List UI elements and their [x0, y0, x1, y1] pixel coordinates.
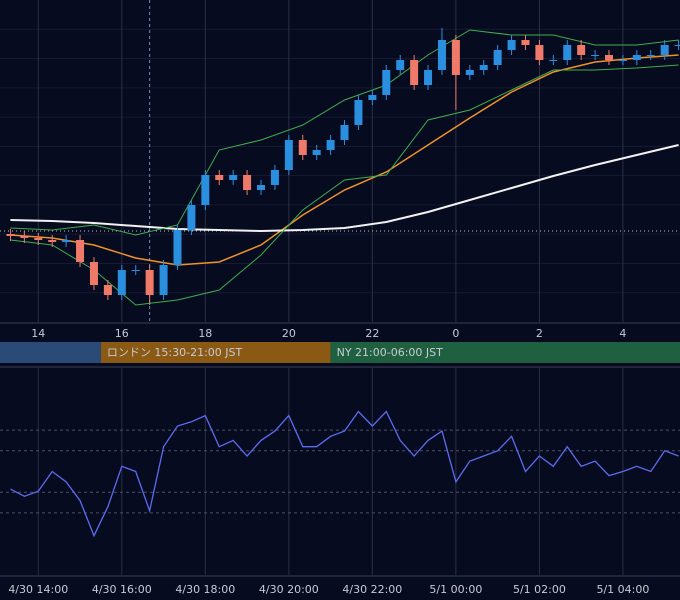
- candle-body: [173, 230, 182, 265]
- candle-body: [229, 175, 238, 180]
- candle-body: [493, 50, 502, 65]
- candle-body: [34, 238, 43, 240]
- candle-body: [507, 40, 516, 50]
- candle-body: [521, 40, 530, 45]
- candle-body: [424, 70, 433, 85]
- x-tick-label: 20: [282, 327, 296, 340]
- candle-body: [187, 205, 196, 230]
- indicator-line: [10, 29, 679, 236]
- candle-body: [354, 100, 363, 125]
- x-tick-label: 14: [31, 327, 45, 340]
- x-tick-label: 4/30 20:00: [259, 583, 319, 596]
- x-tick-label: 5/1 02:00: [513, 583, 566, 596]
- candle-body: [103, 285, 112, 295]
- indicator-line: [10, 144, 679, 233]
- candle-body: [577, 45, 586, 55]
- candle-body: [368, 95, 377, 100]
- candle-body: [618, 60, 627, 61]
- session-label: ロンドン 15:30-21:00 JST: [107, 346, 243, 359]
- indicator-line: [10, 54, 679, 266]
- session-label: NY 21:00-06:00 JST: [337, 346, 444, 359]
- x-tick-label: 4: [619, 327, 626, 340]
- candle-body: [270, 170, 279, 185]
- x-tick-label: 16: [115, 327, 129, 340]
- x-tick-label: 0: [452, 327, 459, 340]
- x-tick-label: 18: [198, 327, 212, 340]
- candle-body: [660, 45, 669, 55]
- candle-body: [257, 185, 266, 190]
- candle-body: [145, 270, 154, 295]
- candle-body: [89, 262, 98, 285]
- candle-body: [535, 45, 544, 60]
- candle-body: [479, 65, 488, 70]
- candle-body: [605, 55, 614, 60]
- candle-body: [340, 125, 349, 140]
- candle-body: [437, 40, 446, 70]
- candle-body: [298, 140, 307, 155]
- candle-body: [117, 270, 126, 295]
- candle-body: [465, 70, 474, 75]
- candle-body: [382, 70, 391, 95]
- session-band: [330, 342, 680, 363]
- session-band: [100, 342, 331, 363]
- candle-body: [312, 150, 321, 155]
- candle-body: [396, 60, 405, 70]
- candle-body: [62, 240, 71, 242]
- candle-body: [591, 55, 600, 56]
- candle-body: [6, 234, 15, 236]
- candle-body: [549, 60, 558, 61]
- candle-body: [284, 140, 293, 170]
- candle-body: [215, 175, 224, 180]
- candle-body: [632, 55, 641, 60]
- candle-body: [201, 175, 210, 205]
- x-tick-label: 5/1 00:00: [429, 583, 482, 596]
- candle-body: [131, 270, 140, 271]
- candle-body: [674, 45, 680, 46]
- candle-body: [563, 45, 572, 60]
- rsi-line: [10, 410, 679, 538]
- candle-body: [20, 236, 29, 238]
- x-tick-label: 4/30 22:00: [342, 583, 402, 596]
- x-tick-label: 5/1 04:00: [596, 583, 649, 596]
- candle-body: [646, 55, 655, 56]
- candle-body: [326, 140, 335, 150]
- x-tick-label: 22: [365, 327, 379, 340]
- candle-body: [410, 60, 419, 85]
- candle-body: [76, 240, 85, 262]
- candle-body: [159, 265, 168, 295]
- candle-body: [243, 175, 252, 190]
- candle-body: [451, 40, 460, 75]
- candle-body: [48, 240, 57, 242]
- x-tick-label: 4/30 14:00: [8, 583, 68, 596]
- session-band: [0, 342, 101, 363]
- x-tick-label: 4/30 16:00: [92, 583, 152, 596]
- x-tick-label: 4/30 18:00: [175, 583, 235, 596]
- x-tick-label: 2: [536, 327, 543, 340]
